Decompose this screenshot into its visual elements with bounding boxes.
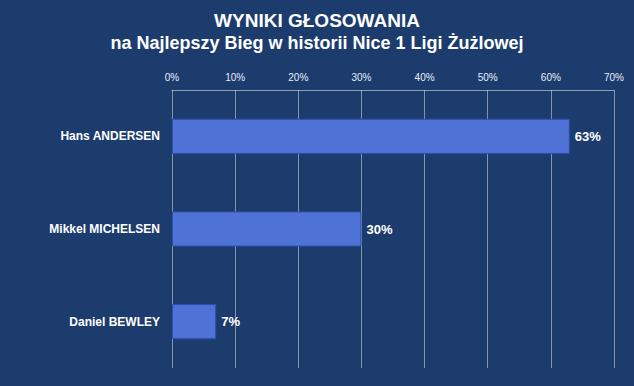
svg-text:Mikkel MICHELSEN: Mikkel MICHELSEN: [49, 222, 160, 236]
svg-text:60%: 60%: [541, 72, 561, 83]
svg-text:63%: 63%: [575, 129, 601, 144]
svg-text:0%: 0%: [165, 72, 180, 83]
svg-text:30%: 30%: [351, 72, 371, 83]
svg-text:70%: 70%: [604, 72, 624, 83]
svg-text:7%: 7%: [221, 314, 240, 329]
svg-text:40%: 40%: [415, 72, 435, 83]
svg-text:Daniel BEWLEY: Daniel BEWLEY: [69, 315, 160, 329]
svg-text:10%: 10%: [225, 72, 245, 83]
svg-text:30%: 30%: [366, 222, 392, 237]
svg-text:20%: 20%: [288, 72, 308, 83]
svg-text:WYNIKI GŁOSOWANIA: WYNIKI GŁOSOWANIA: [214, 10, 420, 31]
svg-text:Hans ANDERSEN: Hans ANDERSEN: [60, 129, 160, 143]
svg-text:na Najlepszy Bieg w historii N: na Najlepszy Bieg w historii Nice 1 Ligi…: [110, 33, 523, 53]
svg-text:50%: 50%: [478, 72, 498, 83]
